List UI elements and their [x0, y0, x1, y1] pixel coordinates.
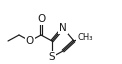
Text: N: N [59, 23, 67, 33]
Text: CH₃: CH₃ [77, 33, 93, 41]
Text: O: O [37, 14, 45, 24]
Text: O: O [26, 36, 34, 46]
Text: S: S [49, 52, 55, 62]
